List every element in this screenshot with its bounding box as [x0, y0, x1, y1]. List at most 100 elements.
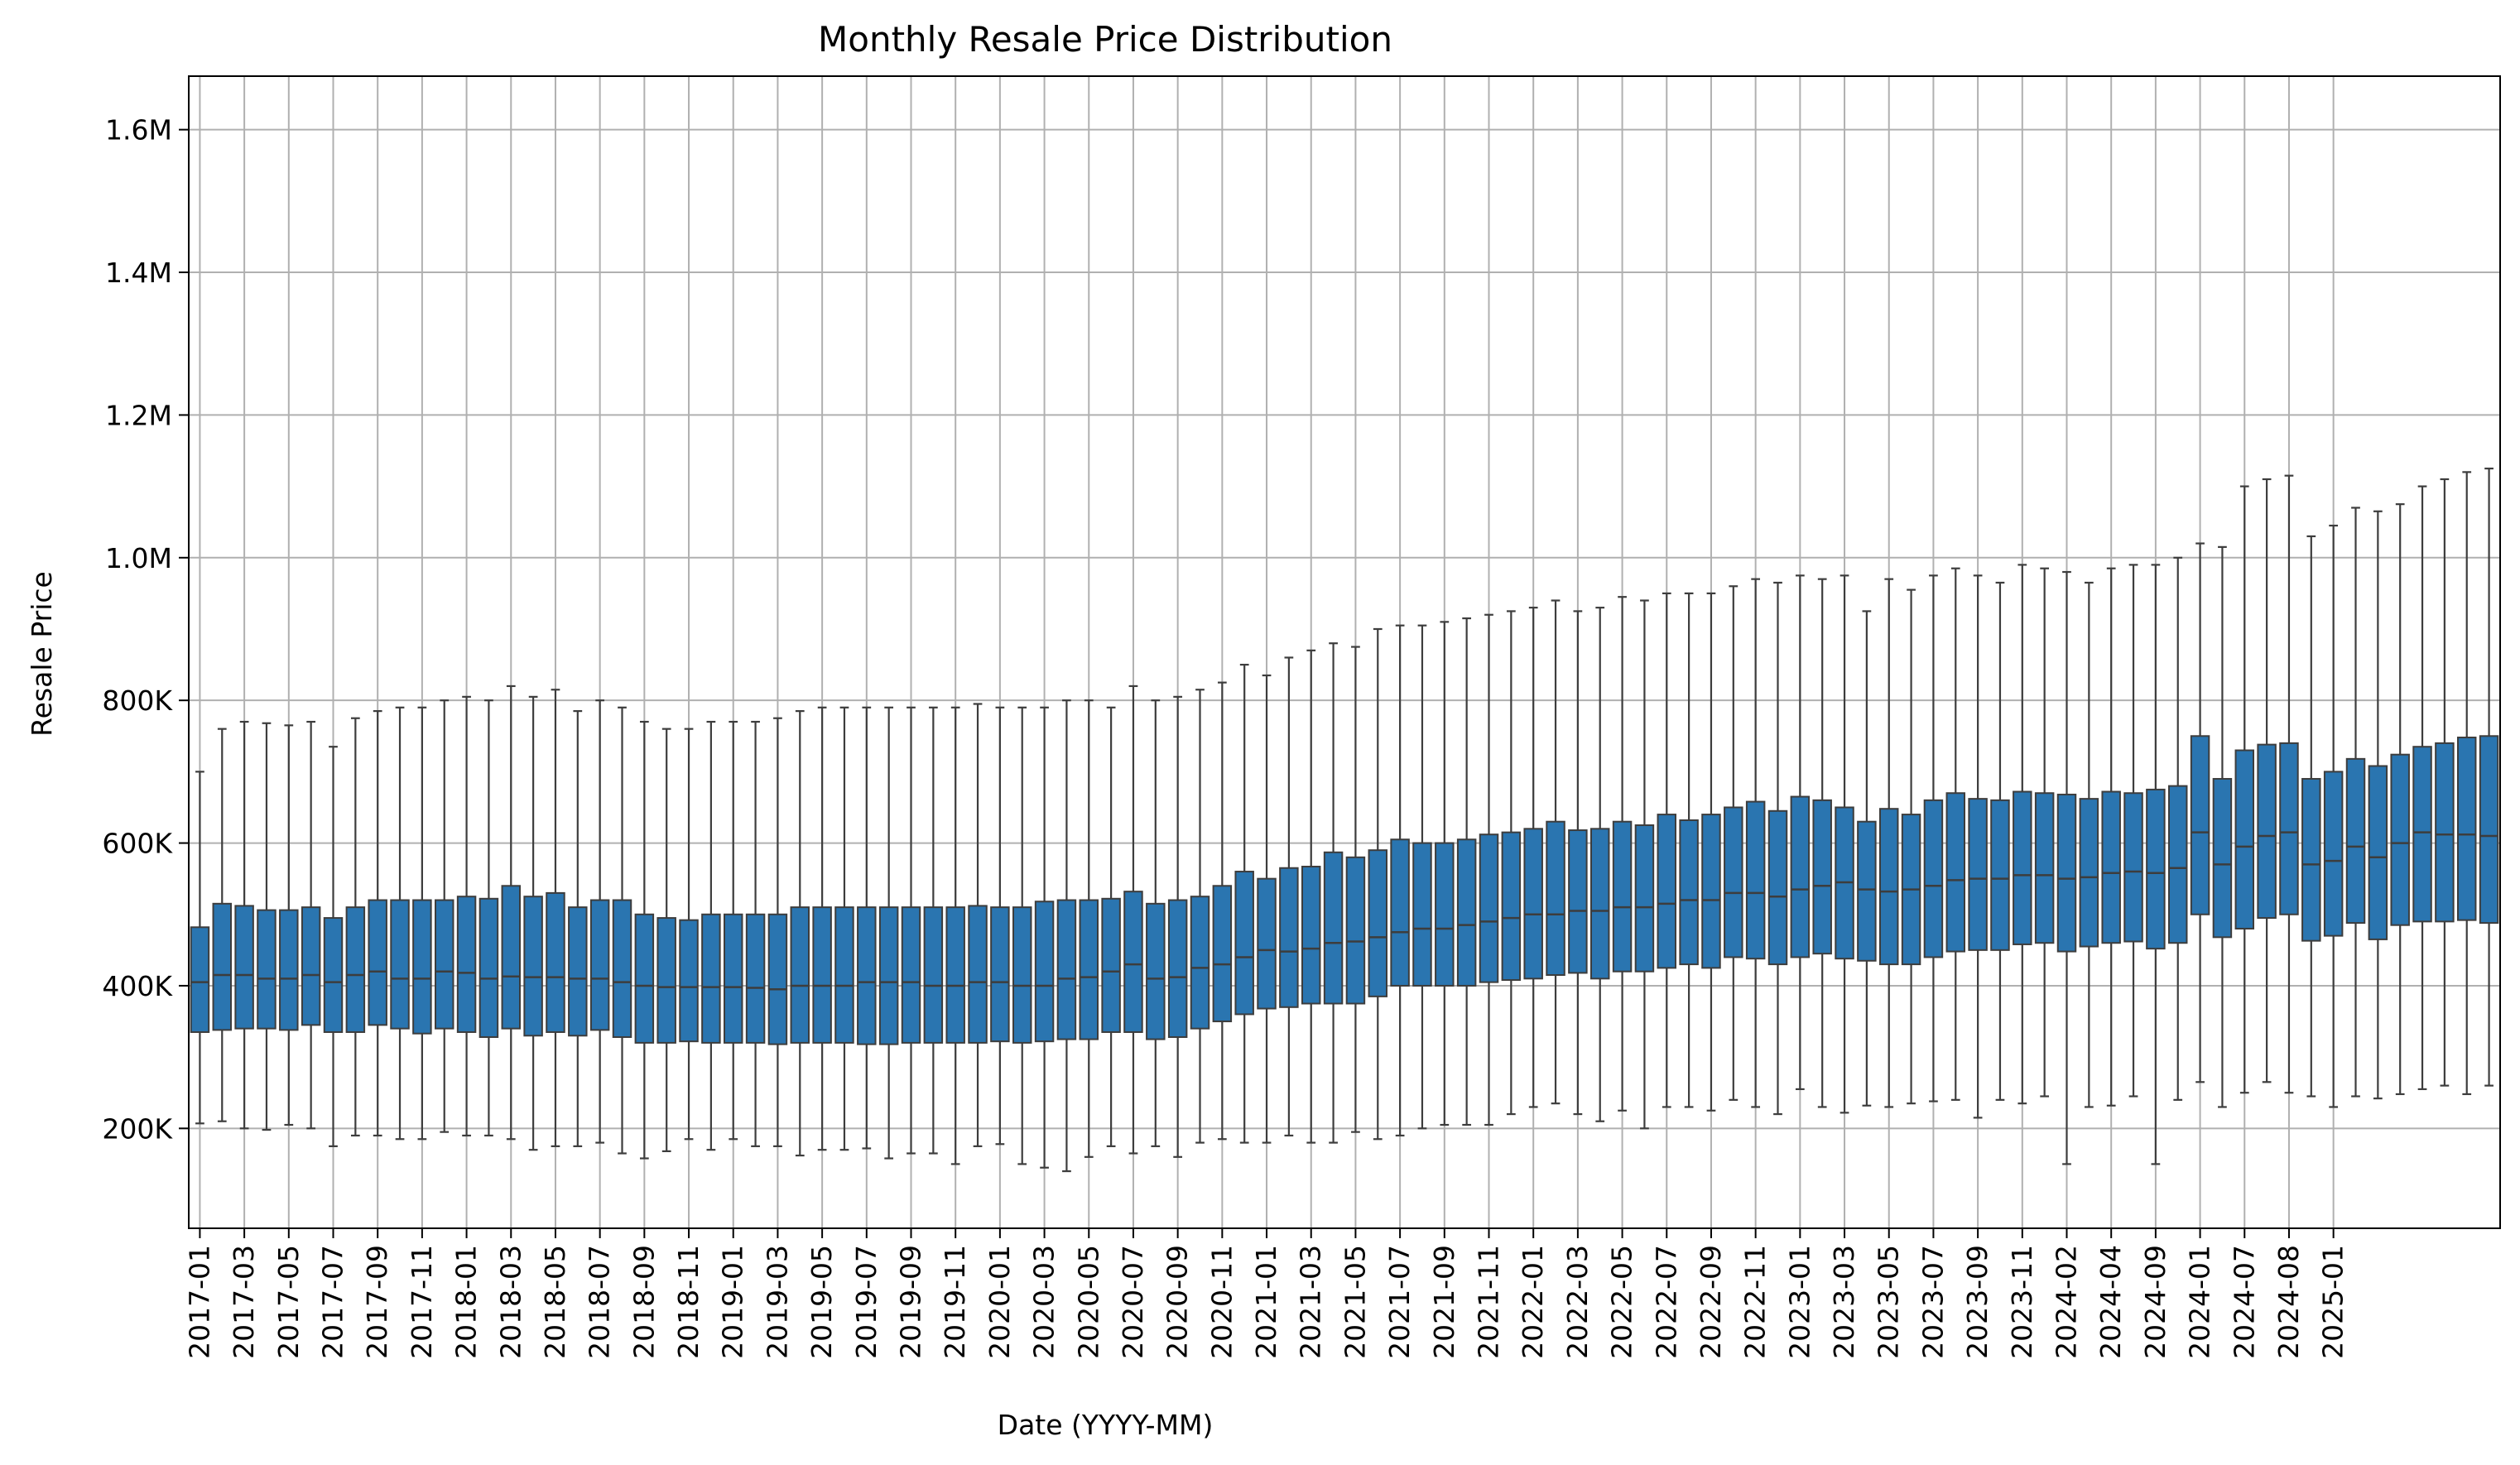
box-14 — [501, 684, 522, 1141]
x-tick-label: 2020-05 — [1072, 1245, 1104, 1359]
box-iqr — [612, 899, 632, 1039]
box-5 — [301, 720, 321, 1130]
box-iqr — [2301, 777, 2321, 942]
box-iqr — [2167, 785, 2188, 944]
box-96 — [2323, 524, 2344, 1108]
box-iqr — [434, 899, 454, 1030]
box-86 — [2101, 567, 2121, 1107]
box-18 — [589, 699, 610, 1144]
x-tick-label: 2019-09 — [895, 1245, 927, 1359]
box-iqr — [2234, 749, 2255, 929]
box-70 — [1745, 578, 1766, 1108]
box-iqr — [1456, 838, 1477, 987]
box-iqr — [1368, 849, 1388, 997]
box-iqr — [1435, 842, 1455, 987]
box-94 — [2279, 474, 2299, 1094]
box-24 — [723, 720, 743, 1141]
box-iqr — [546, 891, 565, 1033]
x-tick-label: 2023-11 — [2006, 1245, 2038, 1359]
box-iqr — [323, 917, 344, 1033]
box-20 — [634, 720, 655, 1160]
box-88 — [2146, 564, 2166, 1165]
box-3 — [257, 722, 277, 1131]
x-tick-label: 2021-01 — [1250, 1245, 1282, 1359]
box-iqr — [1056, 899, 1077, 1040]
box-iqr — [745, 913, 766, 1044]
box-iqr — [1767, 809, 1788, 966]
box-iqr — [1479, 833, 1499, 983]
box-iqr — [1345, 856, 1366, 1005]
box-40 — [1079, 699, 1099, 1158]
box-iqr — [1612, 820, 1633, 973]
x-tick-label: 2024-07 — [2228, 1245, 2260, 1359]
plot-frame — [188, 75, 2501, 1229]
box-32 — [901, 706, 921, 1155]
box-iqr — [1812, 799, 1832, 955]
box-iqr — [878, 906, 899, 1045]
box-23 — [701, 720, 721, 1151]
box-48 — [1257, 674, 1277, 1144]
box-37 — [1012, 706, 1032, 1165]
box-iqr — [1323, 851, 1344, 1005]
box-26 — [767, 717, 788, 1147]
x-tick-label: 2022-11 — [1739, 1245, 1772, 1359]
box-iqr — [1012, 906, 1032, 1044]
box-iqr — [2279, 742, 2299, 915]
box-10 — [412, 706, 432, 1141]
box-72 — [1790, 574, 1811, 1091]
x-tick-label: 2022-01 — [1517, 1245, 1549, 1359]
box-iqr — [2101, 790, 2121, 944]
box-iqr — [456, 896, 477, 1033]
box-iqr — [1390, 838, 1410, 987]
box-103 — [2479, 467, 2499, 1087]
box-iqr — [1568, 829, 1588, 974]
box-iqr — [2079, 798, 2099, 948]
box-74 — [1835, 574, 1854, 1114]
box-64 — [1612, 596, 1633, 1112]
box-47 — [1234, 663, 1254, 1144]
x-tick-label: 2018-01 — [450, 1245, 483, 1359]
box-iqr — [1501, 831, 1522, 982]
box-iqr — [1923, 799, 1944, 958]
box-21 — [656, 728, 676, 1153]
box-4 — [279, 724, 299, 1126]
x-tick-label: 2017-11 — [406, 1245, 438, 1359]
box-iqr — [1301, 866, 1321, 1005]
x-tick-label: 2020-09 — [1161, 1245, 1194, 1359]
box-11 — [434, 699, 454, 1133]
box-27 — [790, 710, 810, 1157]
box-68 — [1701, 592, 1721, 1112]
box-iqr — [1990, 799, 2010, 951]
box-iqr — [1412, 842, 1432, 987]
box-38 — [1034, 706, 1055, 1169]
x-tick-label: 2018-03 — [494, 1245, 527, 1359]
x-tick-label: 2019-01 — [717, 1245, 749, 1359]
x-tick-label: 2023-07 — [1916, 1245, 1949, 1359]
box-82 — [2013, 564, 2032, 1105]
box-iqr — [968, 905, 988, 1044]
box-iqr — [1146, 902, 1166, 1040]
box-iqr — [1546, 820, 1565, 977]
box-iqr — [345, 906, 366, 1033]
x-tick-label: 2019-03 — [761, 1245, 793, 1359]
box-36 — [990, 706, 1010, 1146]
box-91 — [2212, 545, 2233, 1108]
x-tick-label: 2017-01 — [183, 1245, 215, 1359]
box-iqr — [767, 913, 788, 1045]
box-iqr — [634, 913, 655, 1044]
box-62 — [1568, 610, 1588, 1116]
box-iqr — [679, 919, 699, 1043]
box-iqr — [1257, 877, 1277, 1010]
y-tick-label: 200K — [102, 1112, 173, 1145]
box-iqr — [2479, 735, 2499, 925]
box-iqr — [1945, 792, 1966, 953]
box-iqr — [2034, 792, 2055, 944]
x-tick-label: 2017-07 — [317, 1245, 349, 1359]
box-93 — [2257, 478, 2277, 1083]
box-iqr — [2390, 753, 2410, 926]
box-iqr — [190, 926, 210, 1033]
box-28 — [812, 706, 832, 1151]
box-53 — [1368, 627, 1388, 1141]
